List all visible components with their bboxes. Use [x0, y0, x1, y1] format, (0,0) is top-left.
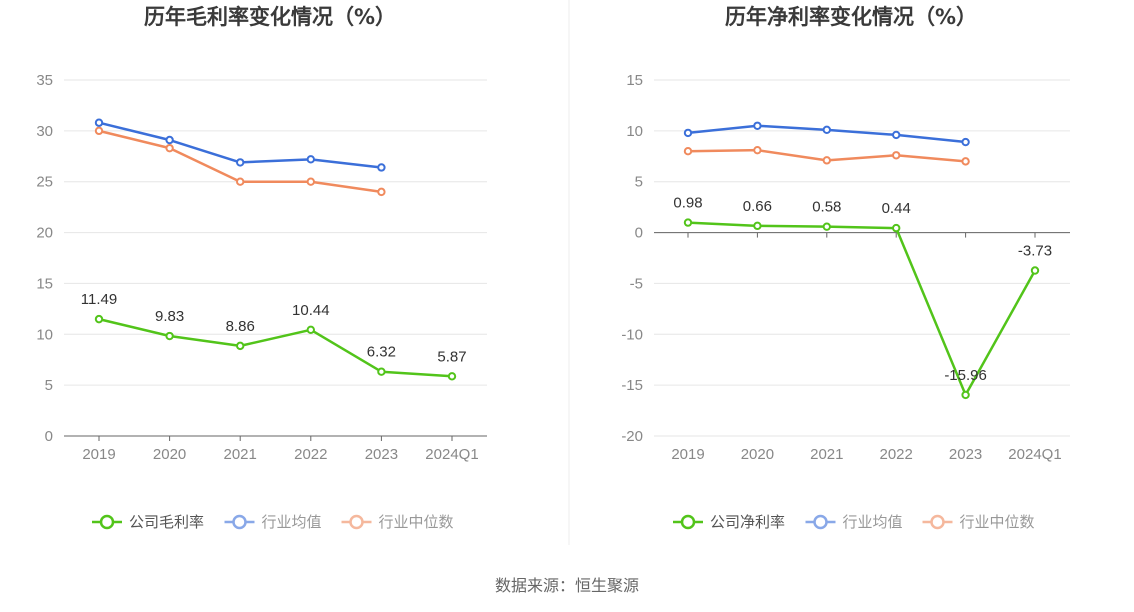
gm-point-company	[306, 325, 315, 335]
nm-data-label: -15.96	[944, 367, 987, 384]
gm-legend-marker-icon	[232, 514, 247, 530]
gm-y-tick-label: 5	[45, 377, 53, 394]
gm-x-tick-label: 2019	[82, 446, 115, 463]
gm-series-line-company	[98, 317, 453, 378]
gm-point-company	[165, 331, 174, 341]
gm-y-tick-label: 30	[36, 123, 53, 140]
gm-y-tick-label: 15	[36, 275, 53, 292]
gm-legend-item-avg: 行业均值	[224, 513, 322, 531]
gm-point-avg	[377, 163, 386, 172]
gross-margin-chart: 历年毛利率变化情况（%） 35 30 25 20 15 10 5 0 2019 2020 2021 20…	[36, 5, 487, 531]
nm-y-tick-label: -15	[621, 377, 643, 394]
nm-point-median	[683, 147, 693, 156]
gm-legend-item-company: 公司毛利率	[92, 513, 204, 531]
nm-data-label: 0.44	[882, 200, 911, 217]
nm-point-avg	[822, 125, 831, 135]
gm-point-median	[94, 126, 104, 136]
gm-y-tick-label: 10	[36, 326, 53, 343]
nm-data-label: -3.73	[1018, 243, 1052, 260]
nm-y-tick-label: -5	[630, 275, 643, 292]
nm-x-tick-label: 2022	[880, 446, 913, 463]
gm-data-label: 10.44	[292, 302, 330, 319]
gm-data-label: 11.49	[81, 291, 117, 308]
net-margin-chart: 历年净利率变化情况（%） 15 10 5 0 -5 -10 -15 -20 2019 2020 202…	[621, 5, 1070, 531]
nm-x-tick-label: 2020	[741, 446, 774, 463]
nm-point-median	[753, 145, 762, 155]
gm-y-tick-label: 35	[36, 72, 53, 89]
nm-point-company	[892, 223, 901, 233]
gm-point-avg	[165, 135, 174, 145]
gm-x-tick-label: 2022	[294, 446, 327, 463]
gm-point-median	[377, 187, 386, 197]
nm-legend-marker-icon	[930, 514, 945, 530]
nm-data-label: 0.58	[812, 199, 841, 216]
nm-series-line-company	[687, 221, 1037, 397]
nm-point-median	[822, 156, 831, 165]
nm-data-label: 0.66	[743, 198, 772, 215]
gm-y-tick-label: 25	[36, 174, 53, 191]
nm-point-company	[1030, 266, 1040, 275]
nm-x-tick-label: 2024Q1	[1008, 446, 1061, 463]
nm-legend-item-avg: 行业均值	[805, 513, 903, 531]
nm-legend-marker-icon	[680, 514, 696, 530]
gm-y-tick-label: 0	[45, 428, 53, 445]
nm-y-tick-label: 15	[626, 72, 643, 89]
gm-point-company	[236, 341, 245, 351]
nm-point-median	[892, 151, 901, 160]
gm-y-tick-label: 20	[36, 225, 53, 242]
gm-point-company	[94, 314, 104, 324]
nm-legend-marker-icon	[813, 514, 828, 530]
gm-legend-marker-icon	[349, 514, 364, 530]
gm-point-avg	[236, 158, 245, 167]
gm-point-median	[236, 177, 245, 186]
nm-y-tick-label: -20	[621, 428, 643, 445]
gm-legend-label: 行业中位数	[379, 513, 454, 531]
data-source-note: 数据来源：恒生聚源	[494, 576, 639, 595]
nm-point-median	[961, 157, 970, 166]
gm-legend-label: 公司毛利率	[129, 513, 204, 531]
gm-x-tick-label: 2024Q1	[425, 446, 478, 463]
gm-legend-item-median: 行业中位数	[341, 513, 454, 531]
gm-legend-label: 行业均值	[262, 513, 322, 531]
nm-x-tick-label: 2021	[810, 446, 843, 463]
nm-legend-label: 行业均值	[843, 513, 903, 531]
gm-data-label: 6.32	[367, 344, 396, 361]
nm-x-tick-label: 2019	[671, 446, 704, 463]
gm-x-tick-label: 2023	[365, 446, 398, 463]
nm-point-avg	[892, 130, 901, 140]
nm-legend-item-company: 公司净利率	[673, 513, 785, 531]
gm-point-median	[306, 177, 315, 186]
nm-point-company	[683, 218, 693, 227]
nm-point-avg	[961, 137, 970, 147]
nm-point-company	[753, 221, 762, 231]
gm-chart-title: 历年毛利率变化情况（%）	[144, 5, 396, 29]
gm-x-tick-label: 2020	[153, 446, 186, 463]
nm-point-company	[961, 390, 970, 400]
gm-point-avg	[306, 155, 315, 164]
gm-point-median	[165, 143, 174, 153]
gm-point-company	[377, 367, 386, 376]
nm-legend-label: 公司净利率	[710, 513, 785, 531]
nm-legend-item-median: 行业中位数	[922, 513, 1035, 531]
gm-point-avg	[94, 118, 104, 127]
gm-legend-marker-icon	[99, 514, 115, 530]
nm-point-company	[822, 222, 831, 231]
nm-y-tick-label: 5	[635, 174, 643, 191]
nm-point-avg	[683, 128, 693, 138]
nm-point-avg	[753, 121, 762, 130]
gm-data-label: 9.83	[155, 308, 184, 325]
nm-y-tick-label: -10	[621, 326, 643, 343]
gm-point-company	[447, 372, 457, 381]
nm-legend-label: 行业中位数	[960, 513, 1035, 531]
gm-data-label: 8.86	[226, 318, 255, 335]
nm-data-label: 0.98	[673, 195, 702, 212]
nm-chart-title: 历年净利率变化情况（%）	[725, 5, 977, 29]
nm-x-tick-label: 2023	[949, 446, 982, 463]
nm-y-tick-label: 10	[626, 123, 643, 140]
gm-x-tick-label: 2021	[224, 446, 257, 463]
gm-data-label: 5.87	[437, 348, 466, 365]
nm-y-tick-label: 0	[635, 225, 643, 242]
